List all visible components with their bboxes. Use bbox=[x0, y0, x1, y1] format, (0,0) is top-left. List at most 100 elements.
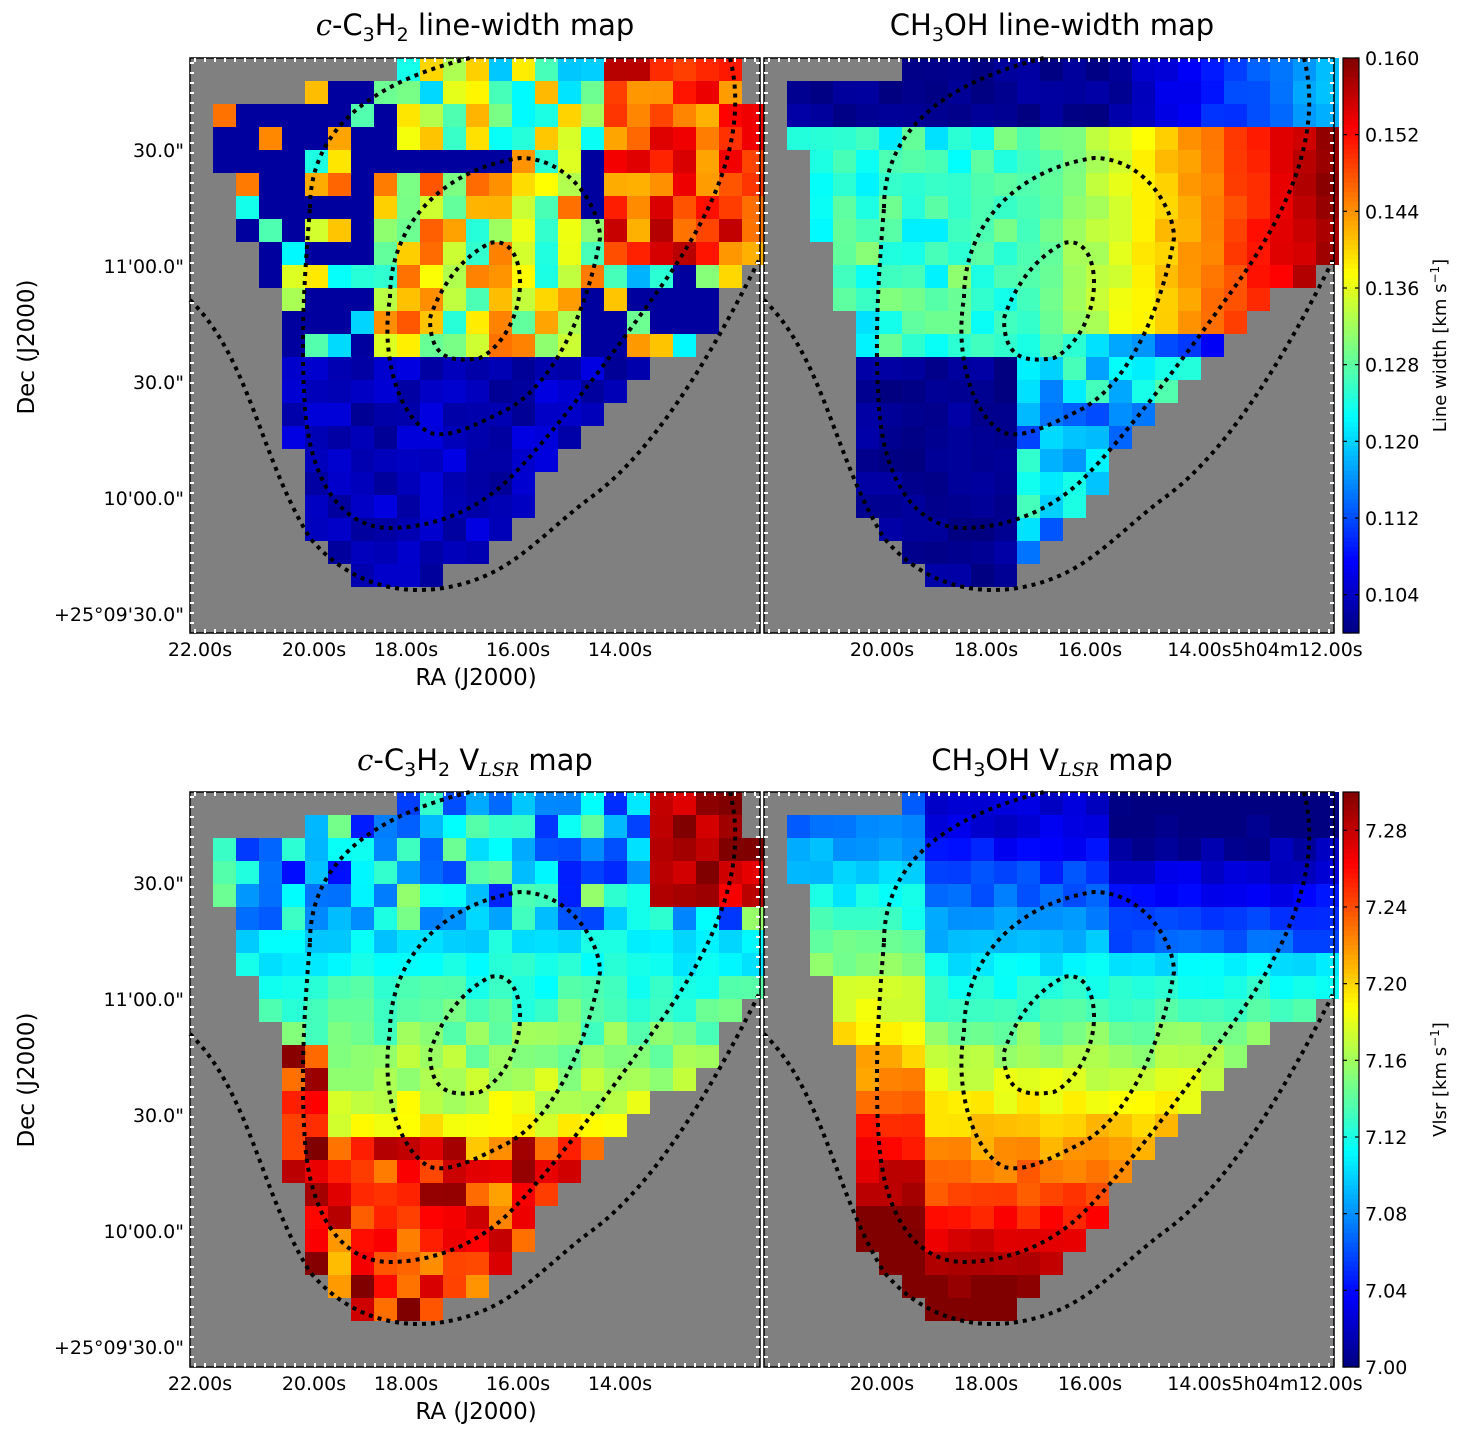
heatmap-cell bbox=[581, 104, 604, 127]
heatmap-cell bbox=[810, 953, 833, 976]
heatmap-cell bbox=[420, 518, 443, 541]
heatmap-cell bbox=[1063, 495, 1086, 518]
colorbar-segment bbox=[1343, 388, 1359, 395]
heatmap-cell bbox=[397, 288, 420, 311]
heatmap-cell bbox=[1293, 884, 1316, 907]
heatmap-cell bbox=[1247, 792, 1270, 815]
heatmap-cell bbox=[512, 999, 535, 1022]
heatmap-cell bbox=[1270, 999, 1293, 1022]
heatmap-cell bbox=[420, 1298, 443, 1321]
heatmap-cell bbox=[1247, 81, 1270, 104]
heatmap-cell bbox=[282, 1114, 305, 1137]
heatmap-cell bbox=[1293, 150, 1316, 173]
heatmap-cell bbox=[627, 150, 650, 173]
colorbar-segment bbox=[1343, 1017, 1359, 1023]
heatmap-cell bbox=[650, 953, 673, 976]
colorbar-segment bbox=[1343, 969, 1359, 975]
heatmap-cell bbox=[282, 334, 305, 357]
heatmap-cell bbox=[328, 196, 351, 219]
heatmap-cell bbox=[351, 953, 374, 976]
ra-tick-label: 20.00s bbox=[282, 639, 346, 661]
heatmap-cell bbox=[1178, 1091, 1201, 1114]
heatmap-cell bbox=[856, 426, 879, 449]
heatmap-cell bbox=[1247, 173, 1270, 196]
heatmap-cell bbox=[902, 1137, 925, 1160]
colorbar-segment bbox=[1343, 618, 1359, 625]
heatmap-cell bbox=[351, 930, 374, 953]
colorbar-segment bbox=[1343, 129, 1359, 136]
colorbar-segment bbox=[1343, 450, 1359, 457]
heatmap-cell bbox=[1086, 265, 1109, 288]
heatmap-cell bbox=[627, 196, 650, 219]
heatmap-cell bbox=[443, 1114, 466, 1137]
heatmap-cell bbox=[994, 1183, 1017, 1206]
colorbar-segment bbox=[1343, 460, 1359, 466]
heatmap-cell bbox=[627, 288, 650, 311]
heatmap-cell bbox=[879, 173, 902, 196]
heatmap-cell bbox=[351, 1206, 374, 1229]
heatmap-cell bbox=[1017, 930, 1040, 953]
heatmap-cell bbox=[489, 449, 512, 472]
heatmap-cell bbox=[902, 81, 925, 104]
heatmap-cell bbox=[673, 953, 696, 976]
panel-title-2: CH3OH line-width map bbox=[890, 8, 1214, 46]
colorbar-segment bbox=[1343, 335, 1359, 342]
heatmap-cell bbox=[443, 930, 466, 953]
colorbar-segment bbox=[1343, 498, 1359, 505]
heatmap-cell bbox=[420, 81, 443, 104]
heatmap-cell bbox=[581, 58, 604, 81]
heatmap-cell bbox=[650, 127, 673, 150]
heatmap-cell bbox=[259, 861, 282, 884]
heatmap-cell bbox=[1063, 357, 1086, 380]
heatmap-cell bbox=[902, 311, 925, 334]
heatmap-cell bbox=[879, 1137, 902, 1160]
heatmap-cell bbox=[581, 127, 604, 150]
heatmap-cell bbox=[1247, 838, 1270, 861]
contour-line bbox=[300, 790, 738, 1265]
heatmap-cell bbox=[902, 884, 925, 907]
heatmap-cell bbox=[558, 334, 581, 357]
heatmap-cell bbox=[397, 1022, 420, 1045]
heatmap-cell bbox=[443, 403, 466, 426]
heatmap-cell bbox=[902, 334, 925, 357]
heatmap-cell bbox=[512, 265, 535, 288]
heatmap-cell bbox=[1063, 953, 1086, 976]
heatmap-cell bbox=[374, 1137, 397, 1160]
heatmap-cell bbox=[1063, 173, 1086, 196]
colorbar-segment bbox=[1343, 883, 1359, 889]
heatmap-cell bbox=[627, 104, 650, 127]
heatmap-cell bbox=[443, 1068, 466, 1091]
heatmap-cell bbox=[397, 265, 420, 288]
heatmap-cell bbox=[443, 1206, 466, 1229]
heatmap-cell bbox=[925, 150, 948, 173]
heatmap-cell bbox=[948, 1114, 971, 1137]
heatmap-cell bbox=[1224, 150, 1247, 173]
heatmap-cell bbox=[443, 472, 466, 495]
colorbar-segment bbox=[1343, 830, 1359, 836]
heatmap-cell bbox=[581, 1137, 604, 1160]
colorbar-segment bbox=[1343, 811, 1359, 817]
heatmap-cell bbox=[512, 403, 535, 426]
heatmap-cell bbox=[810, 907, 833, 930]
heatmap-cell bbox=[994, 150, 1017, 173]
heatmap-cell bbox=[466, 334, 489, 357]
heatmap-cell bbox=[466, 838, 489, 861]
heatmap-cell bbox=[719, 104, 742, 127]
heatmap-cell bbox=[925, 1229, 948, 1252]
heatmap-cell bbox=[1132, 104, 1155, 127]
heatmap-cell bbox=[466, 1160, 489, 1183]
heatmap-cell bbox=[1109, 219, 1132, 242]
heatmap-cell bbox=[856, 495, 879, 518]
heatmap-cell bbox=[305, 495, 328, 518]
heatmap-cell bbox=[581, 1045, 604, 1068]
heatmap-cell bbox=[1132, 1045, 1155, 1068]
heatmap-cell bbox=[1040, 288, 1063, 311]
colorbar-segment bbox=[1343, 249, 1359, 256]
colorbar-segment bbox=[1343, 1323, 1359, 1330]
heatmap-cell bbox=[397, 861, 420, 884]
heatmap-cell bbox=[420, 1206, 443, 1229]
heatmap-cell bbox=[856, 861, 879, 884]
heatmap-cell bbox=[604, 380, 627, 403]
heatmap-cell bbox=[1086, 81, 1109, 104]
colorbar-segment bbox=[1343, 355, 1359, 361]
